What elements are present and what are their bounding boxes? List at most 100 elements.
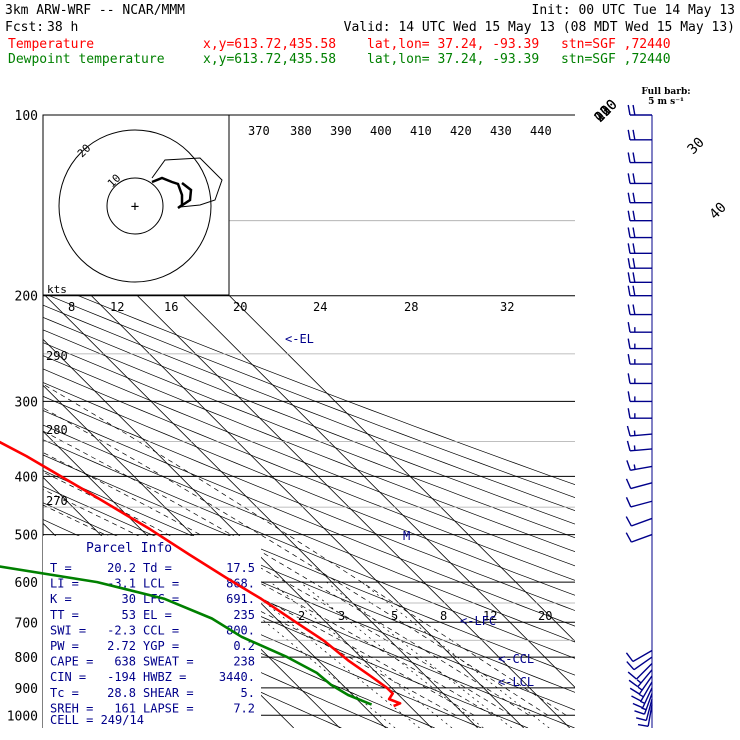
- isotherm-label: 30: [685, 135, 708, 158]
- mixing-ratio-label: 12: [483, 609, 497, 623]
- wind-barb-shaft: [635, 663, 653, 680]
- wind-barb-flag: [627, 353, 631, 365]
- wind-barb-shaft: [647, 704, 653, 727]
- wind-barb-flag: [632, 173, 636, 184]
- dry-adiabat: [43, 470, 575, 693]
- wind-barb-shaft: [640, 681, 653, 702]
- parcel-key-right: CCL =: [143, 623, 179, 637]
- wind-barb: [625, 478, 653, 490]
- hodograph-units: kts: [47, 283, 67, 296]
- barb-legend-value: 5 m s⁻¹: [648, 97, 684, 107]
- parcel-value-left: -194: [107, 670, 136, 684]
- level-annotation: M: [403, 529, 410, 543]
- wind-barb: [625, 532, 653, 543]
- level-annotation: <-LFC: [460, 614, 496, 628]
- barb-legend-title: Full barb:: [641, 87, 690, 97]
- wind-barb-flag: [627, 258, 631, 269]
- hodograph-origin: +: [131, 199, 139, 215]
- dry-adiabat: [43, 454, 575, 676]
- wind-barb-half-flag: [641, 707, 647, 711]
- wind-barb-shaft: [631, 533, 653, 543]
- wind-barb: [627, 104, 652, 116]
- wind-barb-shaft: [630, 500, 653, 508]
- wind-barb-flag: [637, 723, 649, 727]
- wind-barb-flag: [627, 391, 631, 402]
- hodograph-trace: [151, 176, 193, 210]
- pressure-tick-label: 700: [15, 616, 38, 631]
- wind-barb: [626, 425, 653, 437]
- parcel-value-right: 0.2: [233, 639, 255, 653]
- wind-barb: [627, 322, 652, 333]
- wind-barb: [634, 693, 653, 715]
- parcel-value-left: 2.72: [107, 639, 136, 653]
- wind-barb-flag: [627, 152, 631, 163]
- wind-barb-flag: [632, 104, 636, 116]
- wind-barb-flag: [627, 338, 631, 349]
- wind-barb-half-flag: [636, 679, 642, 684]
- parcel-value-right: 235: [233, 608, 255, 622]
- wind-barb-flag: [627, 104, 631, 116]
- wind-barb-flag: [625, 652, 634, 662]
- wind-barb: [627, 408, 652, 419]
- wind-barb-flag: [625, 532, 632, 543]
- wind-barb-flag: [627, 173, 631, 184]
- dry-adiabat: [43, 304, 575, 512]
- dry-adiabat: [43, 572, 389, 728]
- pressure-tick-label: 100: [15, 109, 38, 124]
- fcst-label: Fcst:: [5, 20, 44, 35]
- isotherm-line: [43, 384, 387, 728]
- wind-barb-half-flag: [633, 464, 636, 470]
- wind-barb-flag: [625, 497, 632, 508]
- parcel-value-left: 30: [122, 592, 136, 606]
- wind-barb-half-flag: [639, 700, 646, 704]
- hodograph-ring-inner: [106, 177, 164, 235]
- wind-barb: [625, 649, 653, 663]
- wind-barb-flag: [627, 129, 631, 140]
- parcel-value-left: 161: [114, 701, 136, 715]
- wind-barbs: [625, 104, 653, 728]
- mixing-ratio-label: 2: [298, 609, 305, 623]
- dry-adiabat: [43, 355, 575, 567]
- wind-barb: [631, 681, 653, 702]
- wind-barb-flag: [632, 702, 643, 709]
- isotherm-line: [0, 115, 18, 728]
- wind-barb-flag: [627, 243, 631, 254]
- wind-barb-flag: [632, 272, 636, 283]
- level-annotation: <-CCL: [498, 652, 534, 666]
- pressure-tick-label: 800: [15, 651, 38, 666]
- parcel-key-right: HWBZ =: [143, 670, 186, 684]
- parcel-value-left: 53: [122, 608, 136, 622]
- moist-adiabat-label: 12: [110, 300, 124, 314]
- wind-barb-flag: [632, 285, 636, 296]
- parcel-key-left: CIN =: [50, 670, 86, 684]
- wind-barb: [627, 285, 652, 297]
- wind-barb-flag: [627, 285, 631, 296]
- mixing-ratio-line: [270, 581, 453, 728]
- parcel-key-right: LAPSE =: [143, 701, 194, 715]
- pressure-tick-label: 300: [15, 395, 38, 410]
- moist-adiabat: [43, 489, 475, 716]
- sounding-profiles: <-EL <-LFC <-CCL <-LCL M: [0, 332, 534, 708]
- dry-adiabat: [43, 410, 575, 627]
- moist-adiabat-label: 16: [164, 300, 178, 314]
- parcel-key-left: PW =: [50, 639, 79, 653]
- wind-barb: [637, 704, 653, 727]
- wind-barb-flag: [627, 272, 631, 283]
- parcel-key-left: CAPE =: [50, 655, 93, 669]
- parcel-key-left: T =: [50, 561, 72, 575]
- parcel-key-right: YGP =: [143, 639, 179, 653]
- wind-barb-half-flag: [638, 693, 644, 698]
- dry-adiabat: [43, 439, 575, 659]
- wind-barb-flag: [636, 717, 647, 722]
- wind-barb: [628, 669, 653, 688]
- wind-barb-flag: [627, 373, 631, 384]
- wind-barb-shaft: [633, 656, 653, 671]
- dry-adiabat: [43, 280, 575, 486]
- mixing-ratio-label: 20: [538, 609, 552, 623]
- wind-barb: [627, 173, 652, 185]
- temperature-profile-line: [0, 440, 402, 708]
- axis-labels: 1002003004005006007008009001000-80-70-60…: [7, 97, 730, 725]
- temperature-latlon: lat,lon= 37.24, -93.39: [367, 37, 539, 52]
- mixing-ratio-label: 3: [338, 609, 345, 623]
